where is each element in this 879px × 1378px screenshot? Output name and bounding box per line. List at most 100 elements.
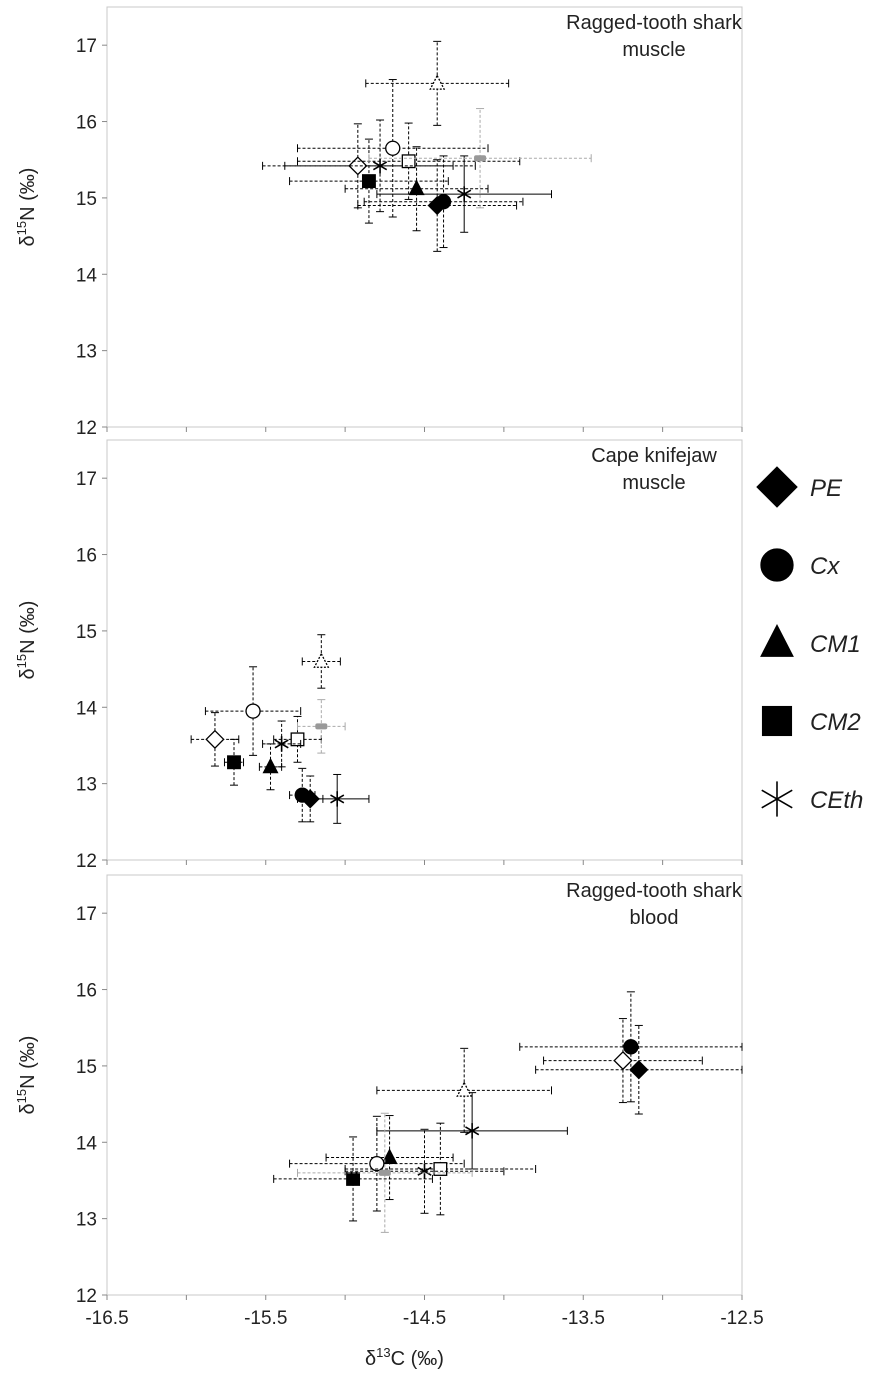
circle-marker xyxy=(369,1156,385,1172)
data-point xyxy=(289,138,449,224)
diamond-marker xyxy=(629,1060,649,1080)
y-tick-label: 17 xyxy=(76,469,97,490)
asterisk-marker-stroke xyxy=(330,794,345,804)
y-axis-label-delta: δ xyxy=(17,235,39,246)
data-point xyxy=(297,1112,473,1233)
asterisk-marker-stroke xyxy=(372,161,388,171)
data-point xyxy=(204,666,302,756)
data-point xyxy=(376,155,552,233)
y-axis-label-elem: N (‰) xyxy=(17,168,39,221)
circle-marker xyxy=(623,1039,639,1055)
circle-marker xyxy=(245,703,261,719)
y-tick-label: 14 xyxy=(76,1133,98,1154)
panel-title: blood xyxy=(630,907,679,929)
x-tick-label: -16.5 xyxy=(85,1308,128,1329)
asterisk-icon xyxy=(761,781,793,817)
data-point xyxy=(376,1092,568,1170)
diamond-icon xyxy=(756,466,798,508)
legend-label: CM2 xyxy=(810,709,861,736)
circle-marker xyxy=(294,787,310,803)
dash-marker xyxy=(378,1169,391,1176)
data-point xyxy=(262,123,454,209)
panel-title: Ragged-tooth shark xyxy=(566,12,743,34)
dash-marker xyxy=(315,723,328,730)
panel-title: muscle xyxy=(622,39,685,61)
asterisk-marker-stroke xyxy=(274,739,289,749)
diamond-marker xyxy=(348,156,368,176)
legend-item: Cx xyxy=(760,548,840,582)
panel-title: Ragged-tooth shark xyxy=(566,880,743,902)
circle-marker xyxy=(435,194,452,210)
legend-asterisk-marker-stroke xyxy=(761,789,793,809)
diamond-marker xyxy=(613,1050,633,1071)
data-point xyxy=(284,119,476,213)
data-point xyxy=(365,40,510,126)
data-point xyxy=(297,699,346,754)
data-point xyxy=(190,712,240,767)
panel-title: muscle xyxy=(622,472,685,494)
diamond-marker xyxy=(205,729,225,749)
y-tick-label: 15 xyxy=(76,1057,97,1078)
circle-marker xyxy=(385,140,401,156)
y-tick-label: 16 xyxy=(76,546,97,567)
asterisk-marker-stroke xyxy=(465,1126,480,1136)
data-point xyxy=(363,155,524,249)
dash-marker xyxy=(474,155,487,162)
y-tick-label: 13 xyxy=(76,342,97,363)
data-point xyxy=(301,634,341,689)
square-marker xyxy=(401,154,416,169)
data-point xyxy=(297,79,489,218)
square-icon xyxy=(761,705,793,737)
y-tick-label: 17 xyxy=(76,36,97,57)
x-tick-label: -15.5 xyxy=(244,1308,287,1329)
x-tick-label: -13.5 xyxy=(562,1308,605,1329)
y-tick-label: 14 xyxy=(76,265,98,286)
legend-label: PE xyxy=(810,475,843,502)
y-axis-label-sup: 15 xyxy=(14,221,29,235)
square-marker xyxy=(433,1162,448,1176)
data-point xyxy=(543,1018,703,1104)
legend-item: CM1 xyxy=(760,623,861,658)
x-axis-label-delta: δ xyxy=(365,1348,376,1370)
x-tick-label: -12.5 xyxy=(720,1308,763,1329)
data-point xyxy=(376,1047,552,1133)
plot-frame xyxy=(106,874,743,1296)
circle-icon xyxy=(760,548,794,582)
plot-frame xyxy=(106,439,743,861)
y-axis-label-delta: δ xyxy=(17,1103,39,1114)
data-point xyxy=(344,1128,505,1214)
y-tick-label: 16 xyxy=(76,113,97,134)
square-marker xyxy=(361,174,376,189)
y-tick-label: 12 xyxy=(76,851,97,872)
legend-item: CM2 xyxy=(761,705,861,737)
legend-label: Cx xyxy=(810,553,840,580)
y-tick-label: 12 xyxy=(76,1286,97,1307)
asterisk-marker-stroke xyxy=(457,189,472,199)
triangle-marker xyxy=(262,757,279,774)
x-tick-label: -14.5 xyxy=(403,1308,446,1329)
y-tick-label: 13 xyxy=(76,1210,97,1231)
data-point xyxy=(258,743,283,791)
legend-item: CEth xyxy=(761,781,863,817)
legend-diamond-marker xyxy=(756,466,798,508)
x-axis-label-sup: 13 xyxy=(376,1345,390,1360)
panel-title: Cape knifejaw xyxy=(591,445,717,467)
legend-label: CM1 xyxy=(810,631,861,658)
y-axis-label-elem: N (‰) xyxy=(17,601,39,654)
y-tick-label: 15 xyxy=(76,189,97,210)
legend-triangle-marker xyxy=(760,623,794,657)
y-tick-label: 17 xyxy=(76,904,97,925)
y-tick-label: 14 xyxy=(76,698,98,719)
data-point xyxy=(519,991,743,1103)
triangle-marker xyxy=(313,652,330,668)
legend-item: PE xyxy=(756,466,843,508)
y-axis-label: δ15N (‰) xyxy=(14,601,39,680)
legend: PE Cx CM1 CM2 CEth xyxy=(756,466,863,817)
asterisk-marker-stroke xyxy=(417,1166,432,1176)
y-axis-label-sup: 15 xyxy=(14,654,29,668)
